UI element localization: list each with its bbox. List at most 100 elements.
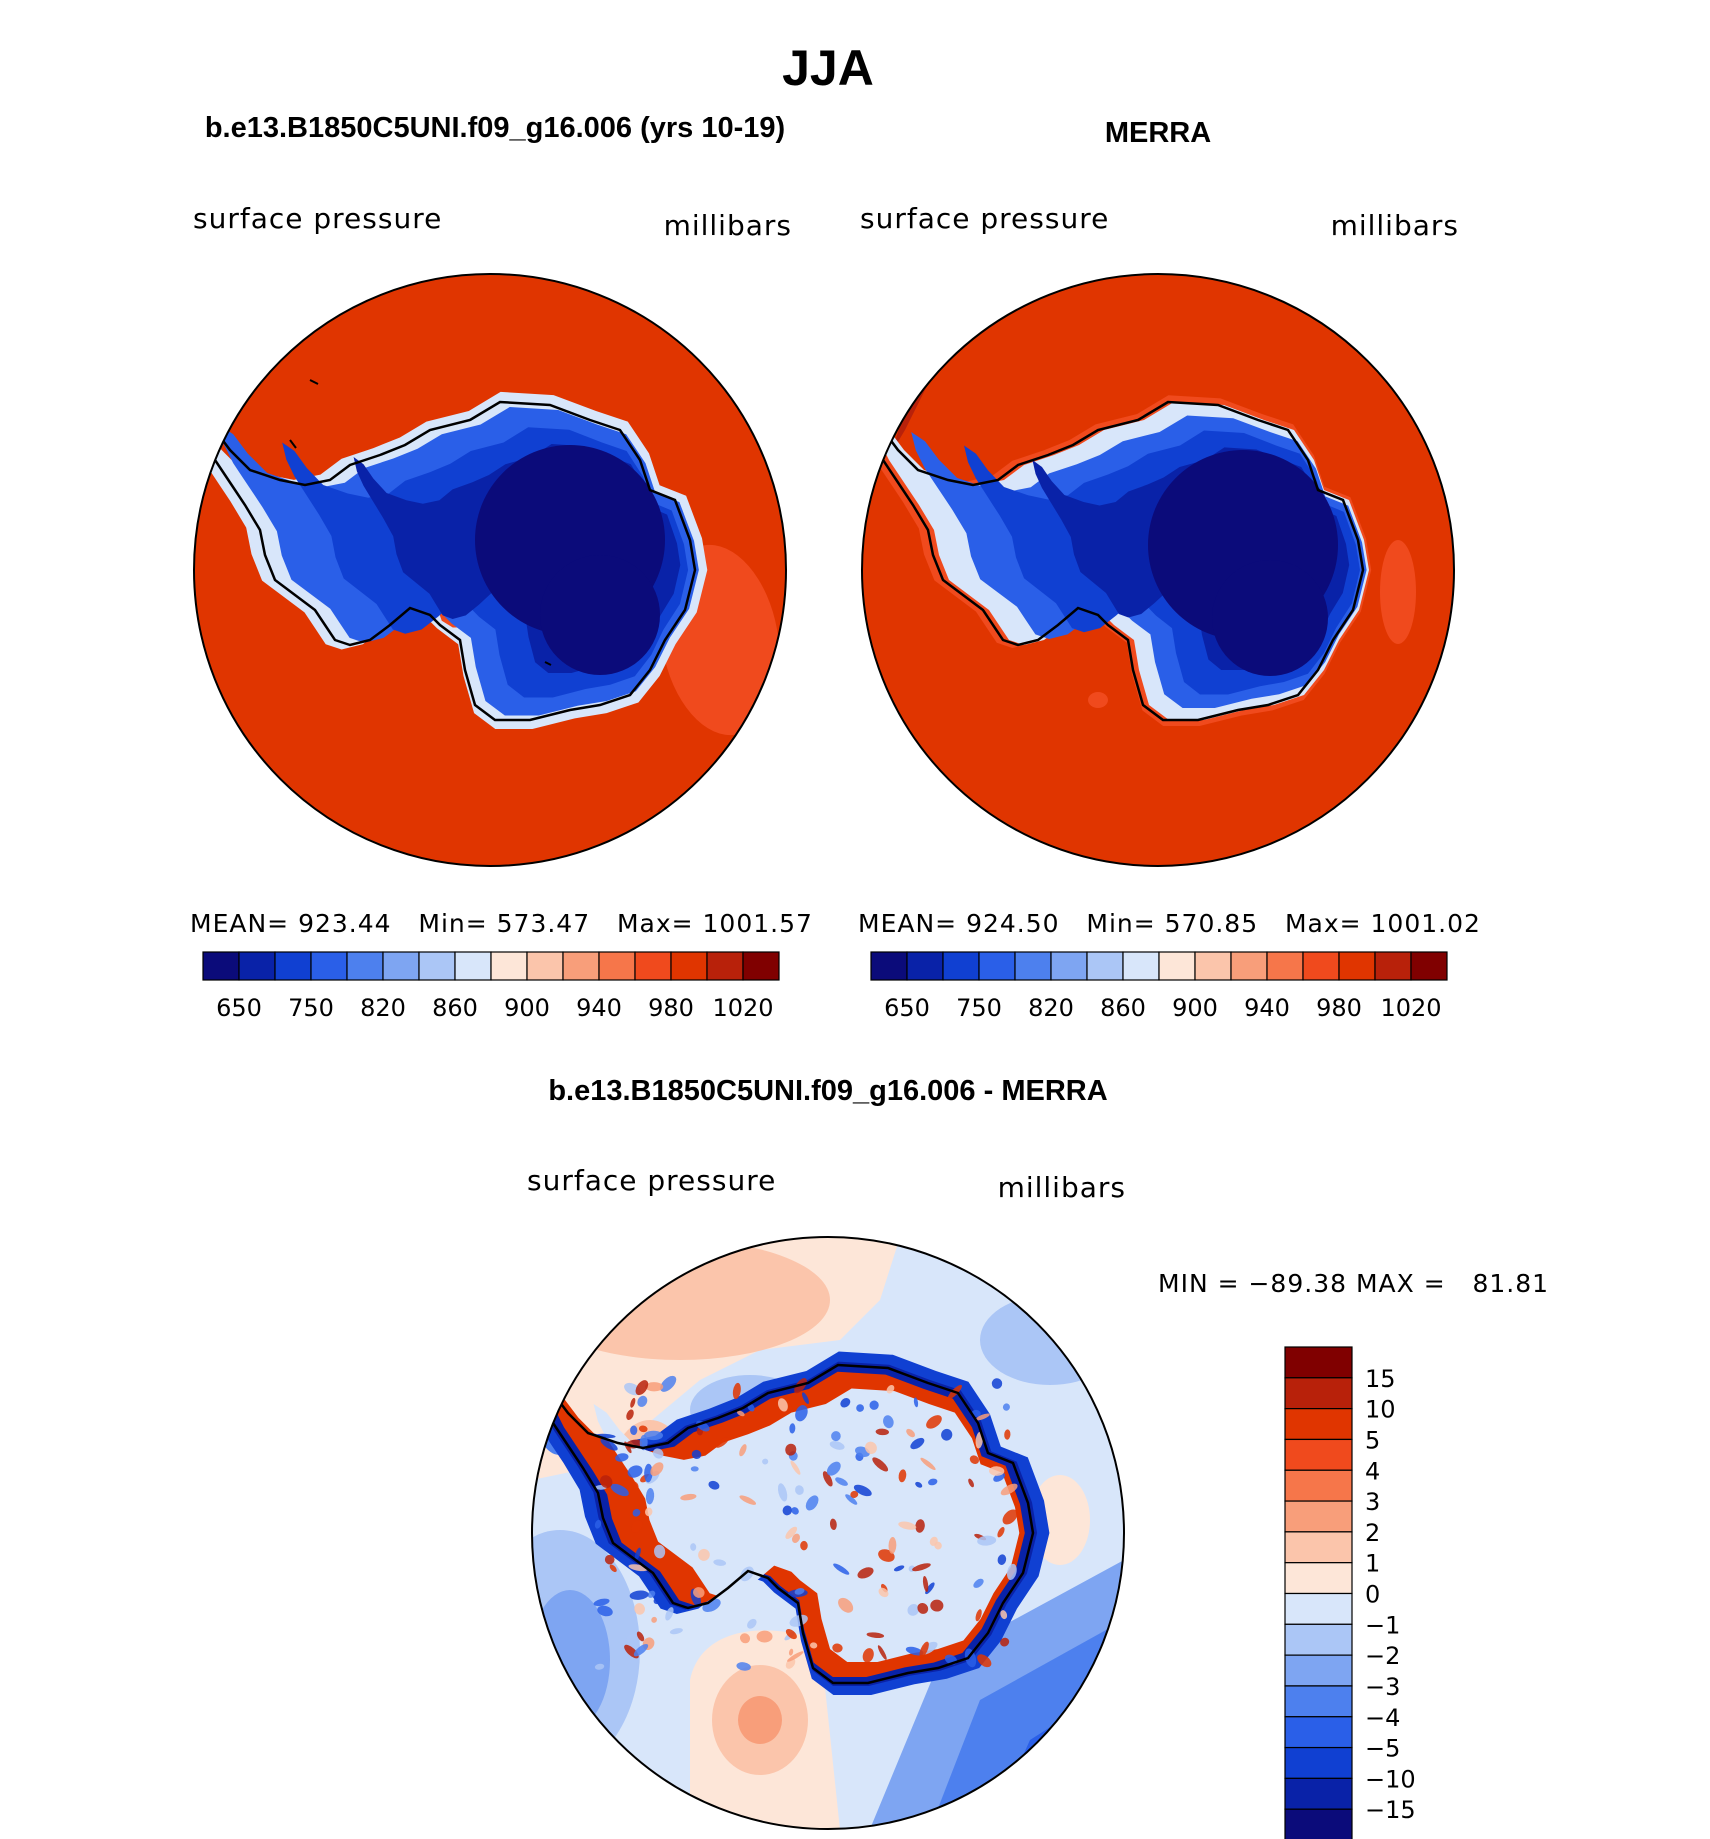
panel-obs-colorbar-swatch bbox=[1194, 951, 1232, 981]
panel-obs-title: MERRA bbox=[1105, 117, 1211, 149]
panel-obs-right-label: millibars bbox=[1331, 209, 1459, 242]
panel-diff-colorbar-swatch bbox=[1284, 1562, 1353, 1595]
panel-model-colorbar-swatch bbox=[238, 951, 276, 981]
panel-diff-colorbar-swatch bbox=[1284, 1808, 1353, 1839]
panel-obs-colorbar-tick-label: 900 bbox=[1172, 994, 1218, 1022]
panel-model-colorbar-tick-label: 900 bbox=[504, 994, 550, 1022]
panel-obs-colorbar-swatch bbox=[870, 951, 908, 981]
diff-noise-blob bbox=[977, 1654, 992, 1668]
panel-obs-left-label: surface pressure bbox=[860, 202, 1109, 235]
diff-noise-blob bbox=[975, 1609, 982, 1622]
diff-noise-blob bbox=[795, 1405, 808, 1422]
panel-obs-map-border bbox=[861, 273, 1455, 867]
panel-diff-colorbar-swatch bbox=[1284, 1500, 1353, 1533]
diff-noise-blob bbox=[629, 1590, 649, 1600]
panel-diff-colorbar-swatch bbox=[1284, 1716, 1353, 1749]
diff-noise-blob bbox=[632, 1481, 639, 1489]
diff-noise-blob bbox=[600, 1475, 613, 1488]
panel-model-colorbar-tick-label: 750 bbox=[288, 994, 334, 1022]
diff-noise-blob bbox=[997, 1554, 1007, 1565]
panel-diff-colorbar-swatch bbox=[1284, 1685, 1353, 1718]
diff-noise-blob bbox=[975, 1413, 990, 1421]
diff-noise-blob bbox=[715, 1437, 729, 1448]
diff-noise-blob bbox=[1002, 1403, 1010, 1411]
panel-model-colorbar-tick-label: 860 bbox=[432, 994, 478, 1022]
diff-noise-blob bbox=[831, 1431, 841, 1442]
diff-noise-blob bbox=[644, 1463, 653, 1483]
diff-noise-blob bbox=[665, 1607, 674, 1621]
panel-obs-colorbar-swatch bbox=[1122, 951, 1160, 981]
panel-diff-stats: MIN = −89.38 MAX = 81.81 bbox=[1158, 1269, 1549, 1298]
diff-noise-blob bbox=[643, 1430, 664, 1441]
diff-noise-blob bbox=[977, 1535, 997, 1546]
diff-noise-blob bbox=[791, 1507, 799, 1515]
diff-noise-blob bbox=[690, 1543, 697, 1551]
diff-noise-blob bbox=[645, 1382, 664, 1392]
panel-diff-colorbar-tick-label: 3 bbox=[1365, 1488, 1380, 1516]
panel-diff-colorbar-tick-label: −3 bbox=[1365, 1673, 1400, 1701]
diff-noise-blob bbox=[669, 1628, 683, 1635]
panel-diff-title: b.e13.B1850C5UNI.f09_g16.006 - MERRA bbox=[548, 1075, 1107, 1107]
panel-model-colorbar-swatch bbox=[562, 951, 600, 981]
diff-noise-blob bbox=[1002, 1509, 1018, 1525]
diff-noise-blob bbox=[941, 1428, 953, 1441]
panel-diff-colorbar-tick-label: −15 bbox=[1365, 1796, 1416, 1824]
panel-diff-colorbar-tick-label: 5 bbox=[1365, 1426, 1380, 1454]
diff-noise-blob bbox=[680, 1493, 697, 1501]
diff-noise-blob bbox=[915, 1519, 925, 1533]
diff-noise-blob bbox=[802, 1392, 809, 1404]
diff-noise-blob bbox=[929, 1536, 938, 1546]
diff-noise-blob bbox=[869, 1400, 879, 1410]
panel-diff-colorbar-swatch bbox=[1284, 1531, 1353, 1564]
panel-obs-colorbar-swatch bbox=[942, 951, 980, 981]
diff-noise-blob bbox=[650, 1462, 664, 1476]
panel-model-colorbar-swatch bbox=[346, 951, 384, 981]
diff-noise-blob bbox=[782, 1505, 793, 1516]
diff-noise-blob bbox=[736, 1410, 745, 1417]
panel-obs-colorbar: 650 750 820 860 900 940 980 1020 bbox=[870, 951, 1448, 1022]
panel-diff-colorbar-swatch bbox=[1284, 1654, 1353, 1687]
panel-model-colorbar: 650 750 820 860 900 940 980 1020 bbox=[202, 951, 780, 1022]
panel-obs-colorbar-swatch bbox=[1266, 951, 1304, 981]
diff-noise-blob bbox=[651, 1616, 657, 1623]
panel-model-map bbox=[194, 274, 786, 866]
diff-noise-blob bbox=[915, 1481, 923, 1488]
diff-noise-blob bbox=[789, 1423, 796, 1434]
diff-noise-blob bbox=[790, 1460, 801, 1475]
panel-obs-colorbar-swatch bbox=[1086, 951, 1124, 981]
panel-model-colorbar-swatch bbox=[598, 951, 636, 981]
diff-noise-blob bbox=[739, 1444, 747, 1457]
diff-noise-blob bbox=[593, 1598, 610, 1607]
diff-noise-blob bbox=[862, 1648, 874, 1663]
diff-noise-blob bbox=[635, 1380, 649, 1396]
panel-obs-colorbar-swatch bbox=[1338, 951, 1376, 981]
panel-obs-colorbar-tick-label: 820 bbox=[1028, 994, 1074, 1022]
panel-diff-colorbar-tick-label: 10 bbox=[1365, 1396, 1396, 1424]
diff-noise-blob bbox=[872, 1457, 889, 1472]
diff-noise-blob bbox=[795, 1485, 804, 1495]
diff-noise-blob bbox=[597, 1605, 613, 1617]
diff-noise-blob bbox=[928, 1478, 938, 1486]
panel-diff-colorbar-swatch bbox=[1284, 1377, 1353, 1410]
diff-noise-blob bbox=[926, 1415, 942, 1429]
diff-noise-blob bbox=[634, 1603, 645, 1615]
diff-noise-blob bbox=[630, 1425, 638, 1436]
diff-noise-blob bbox=[833, 1563, 850, 1575]
diff-noise-blob bbox=[747, 1618, 757, 1629]
panel-diff-colorbar-tick-label: 0 bbox=[1365, 1581, 1380, 1609]
panel-obs-colorbar-tick-label: 750 bbox=[956, 994, 1002, 1022]
diff-noise-blob bbox=[920, 1457, 936, 1471]
diff-noise-blob bbox=[637, 1395, 648, 1407]
diff-noise-blob bbox=[829, 1518, 837, 1531]
diff-noise-blob bbox=[634, 1547, 641, 1561]
panel-obs-colorbar-swatch bbox=[978, 951, 1016, 981]
diff-noise-field bbox=[593, 1375, 1018, 1671]
panel-model-colorbar-swatch bbox=[706, 951, 744, 981]
panel-diff-colorbar-tick-label: 2 bbox=[1365, 1519, 1380, 1547]
diff-noise-blob bbox=[907, 1604, 920, 1616]
panel-obs-stats: MEAN= 924.50 Min= 570.85 Max= 1001.02 bbox=[858, 909, 1481, 938]
panel-model-colorbar-swatch bbox=[274, 951, 312, 981]
diff-noise-blob bbox=[708, 1480, 720, 1490]
